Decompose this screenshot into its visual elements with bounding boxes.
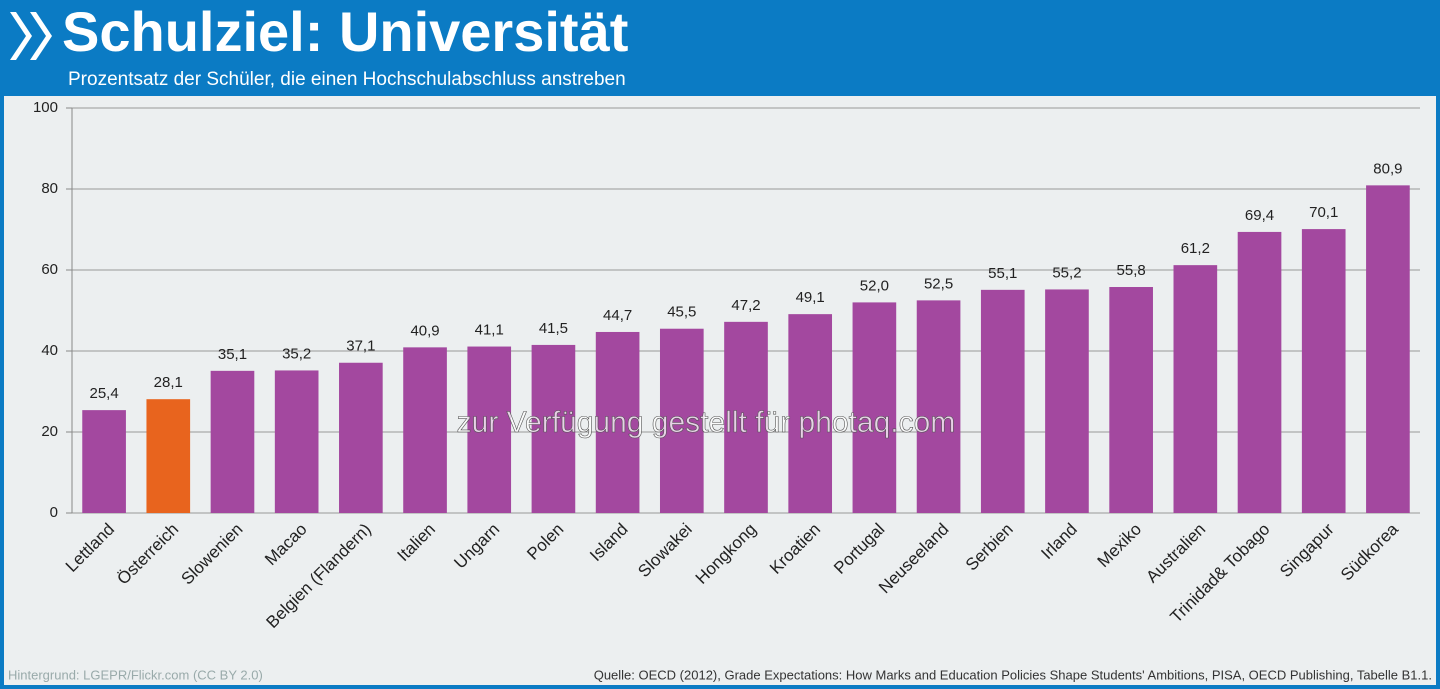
y-tick-label: 60 bbox=[41, 261, 58, 278]
y-tick-label: 20 bbox=[41, 423, 58, 440]
bar bbox=[1045, 289, 1089, 513]
value-label: 35,1 bbox=[218, 346, 247, 363]
value-label: 44,7 bbox=[603, 307, 632, 324]
y-tick-label: 80 bbox=[41, 180, 58, 197]
bar bbox=[467, 346, 512, 513]
footer-source: Quelle: OECD (2012), Grade Expectations:… bbox=[594, 667, 1432, 682]
bar bbox=[659, 328, 704, 513]
value-label: 40,9 bbox=[410, 322, 439, 339]
bar bbox=[852, 302, 897, 513]
bar bbox=[531, 344, 576, 513]
y-tick-label: 100 bbox=[33, 99, 58, 116]
value-label: 55,1 bbox=[988, 265, 1017, 282]
bar bbox=[788, 314, 833, 513]
value-label: 52,5 bbox=[924, 275, 953, 292]
bar bbox=[274, 370, 319, 513]
y-tick-label: 40 bbox=[41, 342, 58, 359]
bar bbox=[595, 331, 640, 513]
chart-subtitle: Prozentsatz der Schüler, die einen Hochs… bbox=[68, 69, 626, 90]
value-label: 35,2 bbox=[282, 345, 311, 362]
bar bbox=[1173, 265, 1218, 513]
bar bbox=[1301, 229, 1346, 513]
bar bbox=[916, 300, 961, 513]
footer-credit: Hintergrund: LGEPR/Flickr.com (CC BY 2.0… bbox=[8, 667, 263, 682]
value-label: 52,0 bbox=[860, 277, 889, 294]
value-label: 37,1 bbox=[346, 338, 375, 355]
value-label: 45,5 bbox=[667, 304, 696, 321]
bar bbox=[82, 410, 126, 513]
bar bbox=[980, 289, 1025, 513]
bar bbox=[1366, 185, 1410, 514]
value-label: 28,1 bbox=[154, 374, 183, 391]
bar bbox=[339, 362, 383, 513]
bar bbox=[724, 321, 768, 513]
value-label: 55,8 bbox=[1117, 262, 1146, 279]
logo bbox=[10, 12, 52, 60]
value-label: 70,1 bbox=[1309, 204, 1338, 221]
watermark: zur Verfügung gestellt für photaq.com bbox=[457, 406, 956, 439]
value-label: 55,2 bbox=[1052, 264, 1081, 281]
value-label: 25,4 bbox=[89, 385, 118, 402]
y-tick-label: 0 bbox=[50, 504, 58, 521]
bar bbox=[1237, 231, 1282, 513]
value-label: 41,5 bbox=[539, 320, 568, 337]
bar bbox=[403, 347, 447, 513]
value-label: 41,1 bbox=[475, 322, 504, 339]
value-label: 47,2 bbox=[731, 297, 760, 314]
bar bbox=[210, 370, 255, 513]
value-label: 61,2 bbox=[1181, 240, 1210, 257]
bar bbox=[146, 399, 191, 513]
value-label: 80,9 bbox=[1373, 160, 1402, 177]
value-label: 49,1 bbox=[796, 289, 825, 306]
chart-title: Schulziel: Universität bbox=[62, 0, 628, 63]
value-label: 69,4 bbox=[1245, 207, 1274, 224]
bar bbox=[1109, 287, 1153, 513]
